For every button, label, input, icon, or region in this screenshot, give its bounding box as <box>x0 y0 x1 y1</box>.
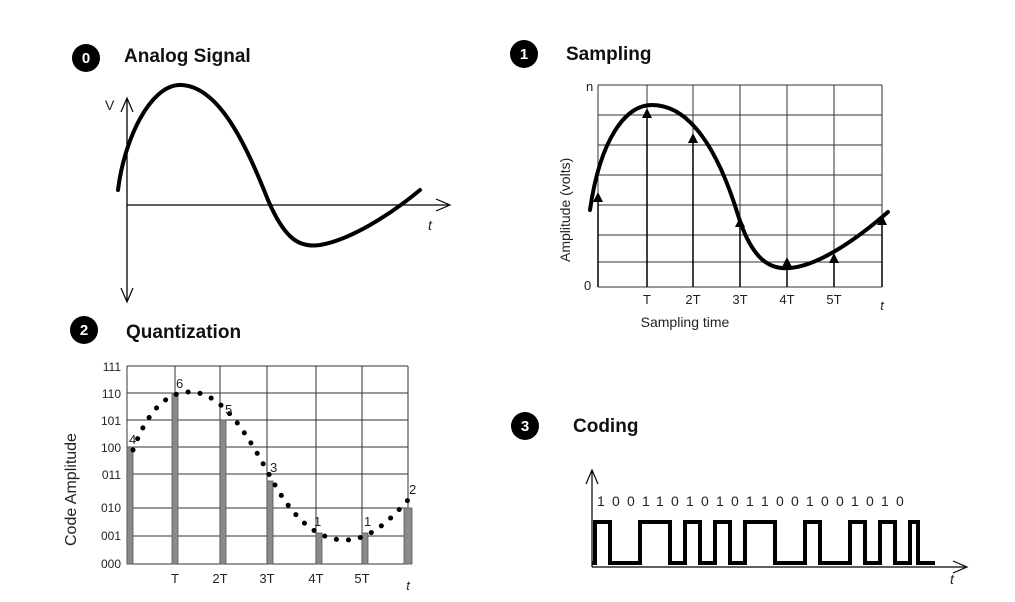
bit-3: 1 <box>642 493 650 509</box>
sampling-x-tick-5T: 5T <box>826 292 841 307</box>
sampling-x-tick-4T: 4T <box>779 292 794 307</box>
quant-x-tick-t: t <box>406 578 411 593</box>
badge-quantization <box>70 316 98 344</box>
bit-20: 0 <box>896 493 904 509</box>
analog-x-arrow <box>435 198 452 212</box>
badge-coding-number: 3 <box>521 418 529 435</box>
bit-12: 0 <box>776 493 784 509</box>
bit-14: 1 <box>806 493 814 509</box>
quant-code-1: 6 <box>176 376 183 391</box>
badge-analog <box>72 44 100 72</box>
bit-15: 0 <box>821 493 829 509</box>
quantization-dotted-curve <box>130 389 411 543</box>
quant-bar-6 <box>403 507 413 565</box>
panel-quantization: 2 Quantization 111 110 101 100 011 010 0… <box>63 316 416 593</box>
quant-code-0: 4 <box>129 432 136 447</box>
bit-5: 0 <box>671 493 679 509</box>
sampling-x-tick-t: t <box>880 298 885 313</box>
bit-9: 0 <box>731 493 739 509</box>
quant-bar-3 <box>266 480 274 565</box>
quant-x-tick-4T: 4T <box>308 571 323 586</box>
quant-bar-4 <box>315 532 323 565</box>
quant-code-4: 1 <box>314 514 321 529</box>
title-coding: Coding <box>573 416 638 437</box>
badge-sampling-number: 1 <box>520 46 528 63</box>
level-label-010: 010 <box>101 501 121 515</box>
coding-x-arrow <box>952 560 969 574</box>
quant-bar-2 <box>219 419 227 565</box>
sampling-arrows <box>593 108 887 287</box>
sampling-waveform <box>588 103 890 271</box>
coding-y-arrow <box>585 468 599 485</box>
analog-y-arrow-bottom <box>120 287 134 304</box>
bit-0: 1 <box>597 493 605 509</box>
sampling-x-tick-2T: 2T <box>685 292 700 307</box>
coding-square-wave <box>592 520 935 565</box>
bit-11: 1 <box>761 493 769 509</box>
level-label-001: 001 <box>101 529 121 543</box>
quant-bar-5 <box>361 532 369 565</box>
quantization-bars <box>126 392 413 565</box>
coding-bit-labels: 1 0 0 1 1 0 1 0 1 0 1 1 0 0 1 0 0 1 0 1 … <box>597 493 904 509</box>
quant-x-tick-3T: 3T <box>259 571 274 586</box>
bit-1: 0 <box>612 493 620 509</box>
coding-x-label: t <box>950 571 955 587</box>
quant-x-tick-T: T <box>171 571 179 586</box>
sampling-y-label: Amplitude (volts) <box>557 158 573 262</box>
title-quantization: Quantization <box>126 322 241 343</box>
analog-x-label: t <box>428 217 433 233</box>
quant-code-5: 1 <box>364 514 371 529</box>
bit-6: 1 <box>686 493 694 509</box>
bit-19: 1 <box>881 493 889 509</box>
title-analog: Analog Signal <box>124 46 251 67</box>
level-label-000: 000 <box>101 557 121 571</box>
bit-10: 1 <box>746 493 754 509</box>
sampling-x-label: Sampling time <box>641 314 730 330</box>
quant-bar-0 <box>126 446 134 565</box>
level-label-101: 101 <box>101 414 121 428</box>
analog-y-label: V <box>105 97 115 113</box>
analog-y-arrow-top <box>120 96 134 113</box>
panel-coding: 3 Coding t 1 0 0 1 1 0 1 0 1 0 1 1 0 0 1… <box>511 412 969 587</box>
badge-analog-number: 0 <box>82 50 90 67</box>
bit-13: 0 <box>791 493 799 509</box>
level-label-100: 100 <box>101 441 121 455</box>
sampling-y-zero: 0 <box>584 278 591 293</box>
bit-7: 0 <box>701 493 709 509</box>
bit-2: 0 <box>627 493 635 509</box>
quantization-y-label: Code Amplitude <box>63 433 80 546</box>
badge-quantization-number: 2 <box>80 322 88 339</box>
level-label-111: 111 <box>103 360 122 374</box>
title-sampling: Sampling <box>566 44 652 65</box>
quant-code-2: 5 <box>225 402 232 417</box>
bit-18: 0 <box>866 493 874 509</box>
quant-code-6: 2 <box>409 482 416 497</box>
quant-x-tick-2T: 2T <box>212 571 227 586</box>
sampling-x-tick-3T: 3T <box>732 292 747 307</box>
quant-x-tick-5T: 5T <box>354 571 369 586</box>
badge-sampling <box>510 40 538 68</box>
quant-bar-1 <box>171 392 179 565</box>
quant-code-3: 3 <box>270 460 277 475</box>
bit-16: 0 <box>836 493 844 509</box>
bit-8: 1 <box>716 493 724 509</box>
analog-waveform <box>116 83 422 248</box>
badge-coding <box>511 412 539 440</box>
panel-sampling: 1 Sampling <box>510 40 890 330</box>
level-label-110: 110 <box>102 387 121 401</box>
sampling-y-top: n <box>586 79 593 94</box>
bit-17: 1 <box>851 493 859 509</box>
level-label-011: 011 <box>102 468 121 482</box>
bit-4: 1 <box>656 493 664 509</box>
sampling-x-tick-T: T <box>643 292 651 307</box>
panel-analog: 0 Analog Signal V t <box>72 44 452 304</box>
